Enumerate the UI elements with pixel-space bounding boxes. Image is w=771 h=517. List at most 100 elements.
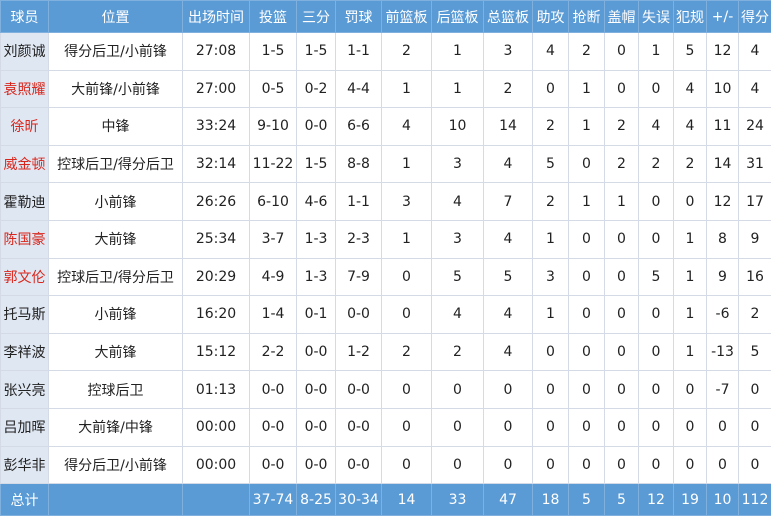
header-cell: 出场时间 [182, 0, 250, 33]
stat-cell: 4 [483, 219, 533, 259]
stat-cell: 0 [673, 407, 707, 447]
stat-cell: 0-1 [296, 295, 336, 334]
stat-cell: 0 [738, 445, 771, 485]
stat-cell: 1 [381, 69, 432, 109]
header-cell: 球员 [0, 0, 49, 33]
stat-cell: 0-0 [335, 370, 382, 409]
stat-cell: 0 [604, 332, 639, 372]
header-cell: 得分 [738, 0, 771, 33]
stat-cell: 1-1 [335, 182, 382, 221]
stat-cell: 1-5 [296, 32, 336, 71]
player-row: 郭文伦 控球后卫/得分后卫 20:29 4-9 1-3 7-9 0 5 5 3 0 0 5 1 9 16 [0, 257, 771, 297]
stat-cell: 中锋 [48, 107, 183, 146]
total-cell [182, 483, 250, 517]
stat-cell: 2 [532, 107, 569, 146]
stat-cell: 1 [673, 295, 707, 334]
header-cell: 投篮 [249, 0, 297, 33]
stat-cell: 0 [706, 407, 739, 447]
stat-cell: 9 [738, 219, 771, 259]
stat-cell: 0 [532, 69, 569, 109]
stat-cell: 0 [483, 407, 533, 447]
stat-cell: 1 [638, 32, 674, 71]
header-cell: 抢断 [568, 0, 605, 33]
stat-cell: 0-0 [296, 407, 336, 447]
stat-cell: 4 [431, 182, 484, 221]
stat-cell: 14 [483, 107, 533, 146]
stat-cell: 12 [706, 182, 739, 221]
stat-cell: 2 [604, 144, 639, 184]
stat-cell: 0-0 [335, 407, 382, 447]
stat-cell: 4 [673, 107, 707, 146]
stat-cell: 控球后卫/得分后卫 [48, 257, 183, 297]
player-name: 威金顿 [0, 144, 49, 184]
stat-cell: 2 [568, 32, 605, 71]
header-cell: 位置 [48, 0, 183, 33]
stat-cell: 0 [706, 445, 739, 485]
stat-cell: 0 [638, 332, 674, 372]
player-name: 刘颜诚 [0, 32, 49, 71]
stat-cell: 控球后卫 [48, 370, 183, 409]
header-cell: 失误 [638, 0, 674, 33]
stat-cell: 0 [568, 370, 605, 409]
stat-cell: -13 [706, 332, 739, 372]
stat-cell: 9-10 [249, 107, 297, 146]
stat-cell: 16 [738, 257, 771, 297]
stat-cell: 控球后卫/得分后卫 [48, 144, 183, 184]
player-row: 托马斯 小前锋 16:20 1-4 0-1 0-0 0 4 4 1 0 0 0 1 -6 2 [0, 295, 771, 334]
player-row: 袁照耀 大前锋/小前锋 27:00 0-5 0-2 4-4 1 1 2 0 1 0 0 4 10 4 [0, 69, 771, 109]
stat-cell: 0-0 [249, 445, 297, 485]
stat-cell: -7 [706, 370, 739, 409]
total-cell: 47 [483, 483, 533, 517]
player-row: 威金顿 控球后卫/得分后卫 32:14 11-22 1-5 8-8 1 3 4 5 0 2 2 2 14 31 [0, 144, 771, 184]
stat-cell: 10 [431, 107, 484, 146]
stat-cell: 17 [738, 182, 771, 221]
player-name: 彭华非 [0, 445, 49, 485]
stat-cell: 0 [604, 69, 639, 109]
stat-cell: 0 [431, 370, 484, 409]
stat-cell: 3 [431, 144, 484, 184]
stat-cell: 1 [673, 332, 707, 372]
stat-cell: 小前锋 [48, 295, 183, 334]
stat-cell: 0 [381, 295, 432, 334]
stat-cell: 1 [568, 182, 605, 221]
total-cell: 5 [604, 483, 639, 517]
stat-cell: 4 [738, 69, 771, 109]
stat-cell: 4 [381, 107, 432, 146]
player-name: 徐昕 [0, 107, 49, 146]
stat-cell: 1-3 [296, 257, 336, 297]
stat-cell: 0 [638, 219, 674, 259]
player-name: 吕加晖 [0, 407, 49, 447]
stat-cell: 5 [738, 332, 771, 372]
header-cell: 总篮板 [483, 0, 533, 33]
total-cell: 30-34 [335, 483, 382, 517]
stat-cell: 4 [483, 332, 533, 372]
player-row: 霍勒迪 小前锋 26:26 6-10 4-6 1-1 3 4 7 2 1 1 0 0 12 17 [0, 182, 771, 221]
stat-cell: 14 [706, 144, 739, 184]
stat-cell: 4-6 [296, 182, 336, 221]
stat-cell: 4-4 [335, 69, 382, 109]
stat-cell: 0 [532, 332, 569, 372]
stat-cell: 16:20 [182, 295, 250, 334]
stat-cell: 0 [532, 407, 569, 447]
total-row: 总计 37-74 8-25 30-34 14 33 47 18 5 5 12 19 10 112 [0, 483, 771, 517]
stat-cell: 大前锋/中锋 [48, 407, 183, 447]
stat-cell: 10 [706, 69, 739, 109]
total-cell: 33 [431, 483, 484, 517]
total-cell: 37-74 [249, 483, 297, 517]
header-cell: 后篮板 [431, 0, 484, 33]
header-cell: 盖帽 [604, 0, 639, 33]
stat-cell: 5 [431, 257, 484, 297]
stat-cell: 0 [673, 370, 707, 409]
player-row: 刘颜诚 得分后卫/小前锋 27:08 1-5 1-5 1-1 2 1 3 4 2 0 1 5 12 4 [0, 32, 771, 71]
stat-cell: 0 [431, 407, 484, 447]
stat-cell: 0 [568, 295, 605, 334]
stat-cell: 2 [483, 69, 533, 109]
stat-cell: 0 [604, 219, 639, 259]
stat-cell: 1-5 [296, 144, 336, 184]
stat-cell: 0 [604, 32, 639, 71]
player-name: 袁照耀 [0, 69, 49, 109]
stat-cell: 12 [706, 32, 739, 71]
stat-cell: 0-0 [335, 295, 382, 334]
stat-cell: 11 [706, 107, 739, 146]
